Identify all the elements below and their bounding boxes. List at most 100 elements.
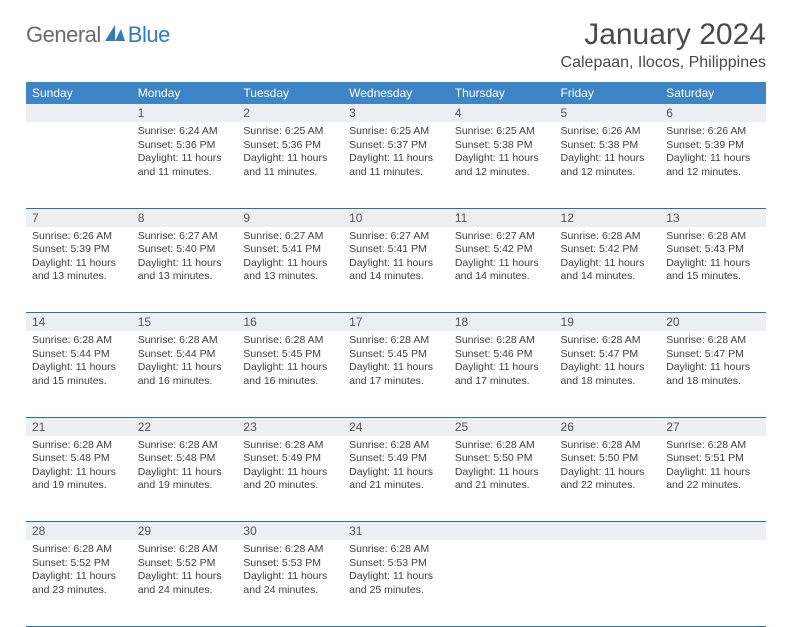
day-cell-body: Sunrise: 6:27 AMSunset: 5:41 PMDaylight:… [237, 227, 343, 291]
week-row: Sunrise: 6:28 AMSunset: 5:44 PMDaylight:… [26, 331, 766, 417]
day-number [26, 104, 132, 122]
day-info-line: Sunset: 5:52 PM [138, 557, 232, 571]
day-cell: Sunrise: 6:28 AMSunset: 5:51 PMDaylight:… [660, 436, 766, 522]
day-cell: Sunrise: 6:28 AMSunset: 5:49 PMDaylight:… [237, 436, 343, 522]
day-info-line: Daylight: 11 hours and 16 minutes. [138, 361, 232, 388]
day-cell: Sunrise: 6:27 AMSunset: 5:42 PMDaylight:… [449, 227, 555, 313]
day-info-line: Sunrise: 6:28 AM [243, 543, 337, 557]
calendar-table: Sunday Monday Tuesday Wednesday Thursday… [26, 82, 766, 627]
day-number: 1 [132, 104, 238, 122]
day-info-line: Sunrise: 6:28 AM [243, 334, 337, 348]
day-info-line: Sunset: 5:41 PM [349, 243, 443, 257]
day-info-line: Sunset: 5:37 PM [349, 139, 443, 153]
day-cell: Sunrise: 6:27 AMSunset: 5:41 PMDaylight:… [237, 227, 343, 313]
day-cell: Sunrise: 6:25 AMSunset: 5:37 PMDaylight:… [343, 122, 449, 208]
day-number: 17 [343, 313, 449, 332]
day-cell-body [555, 540, 661, 549]
day-cell-body [660, 540, 766, 549]
day-cell: Sunrise: 6:24 AMSunset: 5:36 PMDaylight:… [132, 122, 238, 208]
location-subtitle: Calepaan, Ilocos, Philippines [561, 54, 766, 72]
day-cell-body: Sunrise: 6:28 AMSunset: 5:52 PMDaylight:… [132, 540, 238, 604]
day-info-line: Sunset: 5:36 PM [243, 139, 337, 153]
day-info-line: Sunrise: 6:27 AM [349, 230, 443, 244]
day-info-line: Daylight: 11 hours and 13 minutes. [32, 257, 126, 284]
day-info-line: Daylight: 11 hours and 14 minutes. [455, 257, 549, 284]
day-number: 18 [449, 313, 555, 332]
day-cell: Sunrise: 6:28 AMSunset: 5:44 PMDaylight:… [26, 331, 132, 417]
day-number: 21 [26, 417, 132, 436]
day-cell: Sunrise: 6:28 AMSunset: 5:49 PMDaylight:… [343, 436, 449, 522]
day-cell: Sunrise: 6:28 AMSunset: 5:47 PMDaylight:… [555, 331, 661, 417]
day-cell-body: Sunrise: 6:28 AMSunset: 5:49 PMDaylight:… [237, 436, 343, 500]
day-info-line: Sunset: 5:38 PM [455, 139, 549, 153]
day-number: 26 [555, 417, 661, 436]
day-number: 7 [26, 208, 132, 227]
day-number: 12 [555, 208, 661, 227]
day-cell-body: Sunrise: 6:28 AMSunset: 5:47 PMDaylight:… [660, 331, 766, 395]
day-cell-body: Sunrise: 6:28 AMSunset: 5:52 PMDaylight:… [26, 540, 132, 604]
day-cell-body: Sunrise: 6:28 AMSunset: 5:45 PMDaylight:… [237, 331, 343, 395]
month-title: January 2024 [561, 18, 766, 52]
brand-part2: Blue [128, 22, 170, 48]
day-info-line: Sunrise: 6:28 AM [666, 439, 760, 453]
day-info-line: Sunrise: 6:26 AM [561, 125, 655, 139]
day-cell: Sunrise: 6:28 AMSunset: 5:47 PMDaylight:… [660, 331, 766, 417]
week-row: Sunrise: 6:24 AMSunset: 5:36 PMDaylight:… [26, 122, 766, 208]
day-info-line: Daylight: 11 hours and 21 minutes. [455, 466, 549, 493]
day-cell-body: Sunrise: 6:28 AMSunset: 5:49 PMDaylight:… [343, 436, 449, 500]
dow-friday: Friday [555, 82, 661, 104]
day-cell-body: Sunrise: 6:28 AMSunset: 5:50 PMDaylight:… [449, 436, 555, 500]
day-cell-body: Sunrise: 6:26 AMSunset: 5:38 PMDaylight:… [555, 122, 661, 186]
day-number-row: 14151617181920 [26, 313, 766, 332]
day-info-line: Sunset: 5:39 PM [666, 139, 760, 153]
day-info-line: Daylight: 11 hours and 17 minutes. [455, 361, 549, 388]
day-of-week-row: Sunday Monday Tuesday Wednesday Thursday… [26, 82, 766, 104]
day-number: 4 [449, 104, 555, 122]
day-cell-body [26, 122, 132, 131]
day-number: 31 [343, 522, 449, 541]
day-cell [449, 540, 555, 626]
day-cell-body [449, 540, 555, 549]
day-cell: Sunrise: 6:28 AMSunset: 5:44 PMDaylight:… [132, 331, 238, 417]
day-cell [26, 122, 132, 208]
day-info-line: Daylight: 11 hours and 22 minutes. [666, 466, 760, 493]
day-number: 10 [343, 208, 449, 227]
dow-monday: Monday [132, 82, 238, 104]
dow-saturday: Saturday [660, 82, 766, 104]
day-number [555, 522, 661, 541]
day-number: 3 [343, 104, 449, 122]
day-cell: Sunrise: 6:28 AMSunset: 5:42 PMDaylight:… [555, 227, 661, 313]
day-info-line: Sunset: 5:47 PM [666, 348, 760, 362]
day-cell-body: Sunrise: 6:28 AMSunset: 5:43 PMDaylight:… [660, 227, 766, 291]
day-info-line: Daylight: 11 hours and 15 minutes. [32, 361, 126, 388]
day-cell-body: Sunrise: 6:28 AMSunset: 5:51 PMDaylight:… [660, 436, 766, 500]
title-block: January 2024 Calepaan, Ilocos, Philippin… [561, 18, 766, 72]
day-number: 8 [132, 208, 238, 227]
day-cell-body: Sunrise: 6:27 AMSunset: 5:42 PMDaylight:… [449, 227, 555, 291]
day-number: 25 [449, 417, 555, 436]
day-cell: Sunrise: 6:28 AMSunset: 5:43 PMDaylight:… [660, 227, 766, 313]
day-cell-body: Sunrise: 6:28 AMSunset: 5:53 PMDaylight:… [343, 540, 449, 604]
day-cell-body: Sunrise: 6:28 AMSunset: 5:50 PMDaylight:… [555, 436, 661, 500]
day-number: 14 [26, 313, 132, 332]
day-info-line: Sunset: 5:49 PM [349, 452, 443, 466]
day-info-line: Daylight: 11 hours and 24 minutes. [138, 570, 232, 597]
day-cell-body: Sunrise: 6:28 AMSunset: 5:48 PMDaylight:… [132, 436, 238, 500]
day-info-line: Daylight: 11 hours and 12 minutes. [455, 152, 549, 179]
day-info-line: Sunrise: 6:28 AM [138, 334, 232, 348]
day-cell: Sunrise: 6:25 AMSunset: 5:38 PMDaylight:… [449, 122, 555, 208]
day-cell: Sunrise: 6:28 AMSunset: 5:52 PMDaylight:… [26, 540, 132, 626]
day-info-line: Sunset: 5:53 PM [243, 557, 337, 571]
day-cell: Sunrise: 6:28 AMSunset: 5:48 PMDaylight:… [132, 436, 238, 522]
day-number-row: 78910111213 [26, 208, 766, 227]
day-info-line: Daylight: 11 hours and 18 minutes. [561, 361, 655, 388]
day-cell: Sunrise: 6:26 AMSunset: 5:39 PMDaylight:… [660, 122, 766, 208]
day-info-line: Sunset: 5:53 PM [349, 557, 443, 571]
day-number: 29 [132, 522, 238, 541]
day-info-line: Daylight: 11 hours and 24 minutes. [243, 570, 337, 597]
dow-tuesday: Tuesday [237, 82, 343, 104]
dow-sunday: Sunday [26, 82, 132, 104]
day-info-line: Sunrise: 6:28 AM [561, 230, 655, 244]
day-cell-body: Sunrise: 6:28 AMSunset: 5:42 PMDaylight:… [555, 227, 661, 291]
day-info-line: Daylight: 11 hours and 11 minutes. [138, 152, 232, 179]
